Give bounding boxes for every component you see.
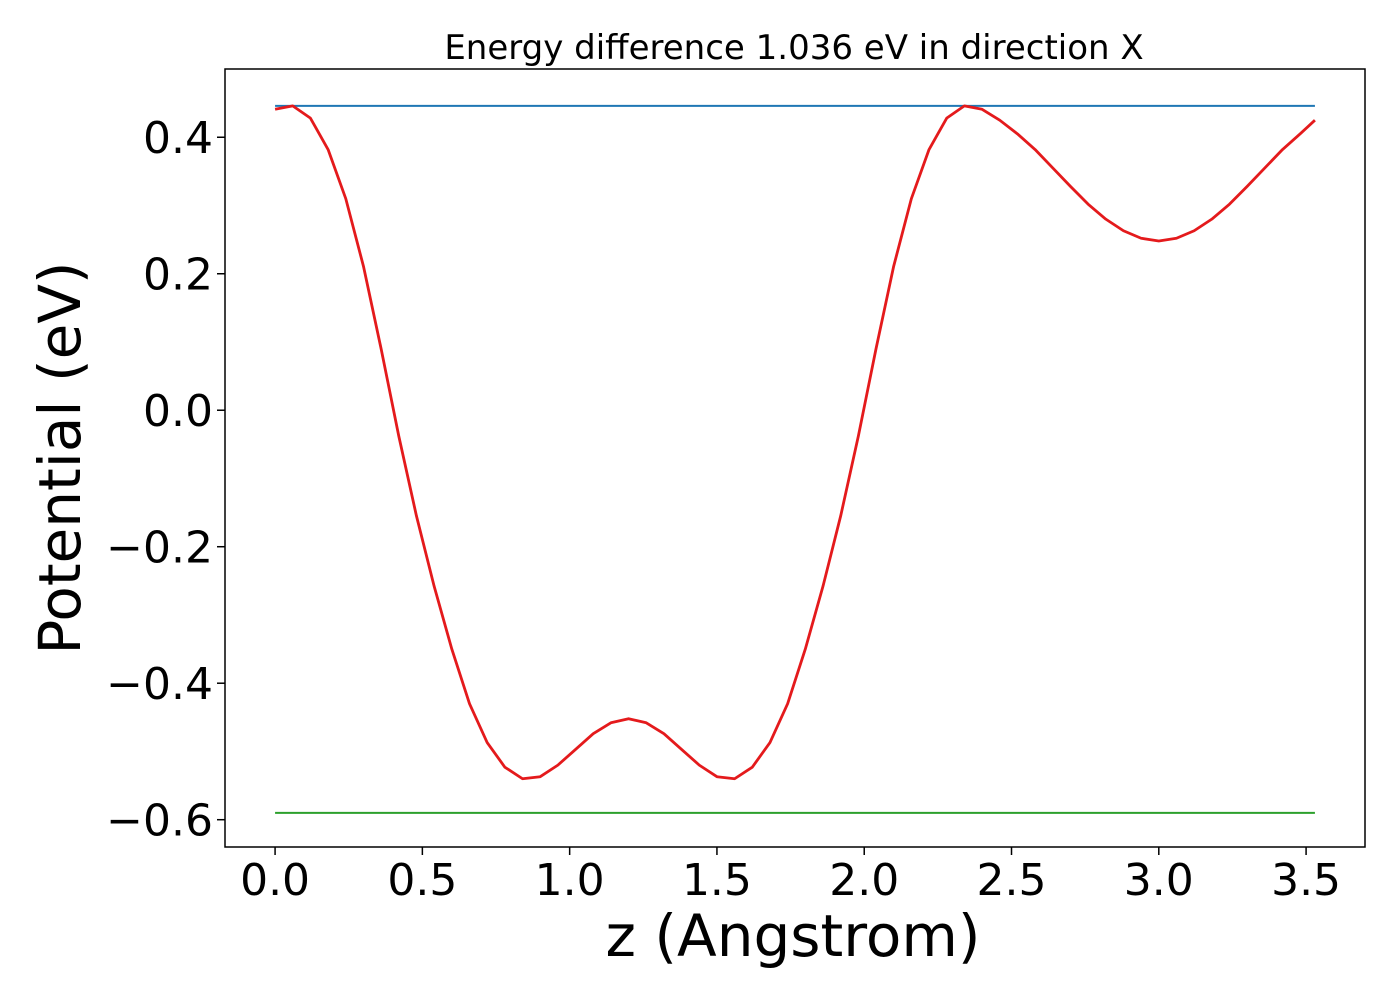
x-axis-label: z (Angstrom) [606,902,981,970]
y-tick-label: 0.4 [143,113,213,164]
y-axis: −0.6 −0.4 −0.2 0.0 0.2 0.4 [106,113,225,847]
plot-frame [224,68,1366,848]
y-tick-label: −0.2 [106,523,213,574]
x-tick-label: 2.5 [977,855,1047,906]
x-tick-label: 1.5 [682,855,752,906]
x-axis: 0.0 0.5 1.0 1.5 2.0 2.5 3.0 3.5 [240,847,1341,906]
y-tick-label: 0.0 [143,386,213,437]
y-tick-label: 0.2 [143,250,213,301]
chart-title: Energy difference 1.036 eV in direction … [444,28,1143,68]
x-tick-label: 3.0 [1124,855,1194,906]
potential-curve [274,104,1316,781]
x-tick-label: 0.5 [387,855,457,906]
y-tick-label: −0.4 [106,659,213,710]
x-tick-label: 1.0 [535,855,605,906]
y-axis-label: Potential (eV) [26,261,94,654]
x-tick-label: 0.0 [240,855,310,906]
x-tick-label: 3.5 [1271,855,1341,906]
x-tick-label: 2.0 [829,855,899,906]
y-tick-label: −0.6 [106,796,213,847]
plot-series [274,104,1316,814]
